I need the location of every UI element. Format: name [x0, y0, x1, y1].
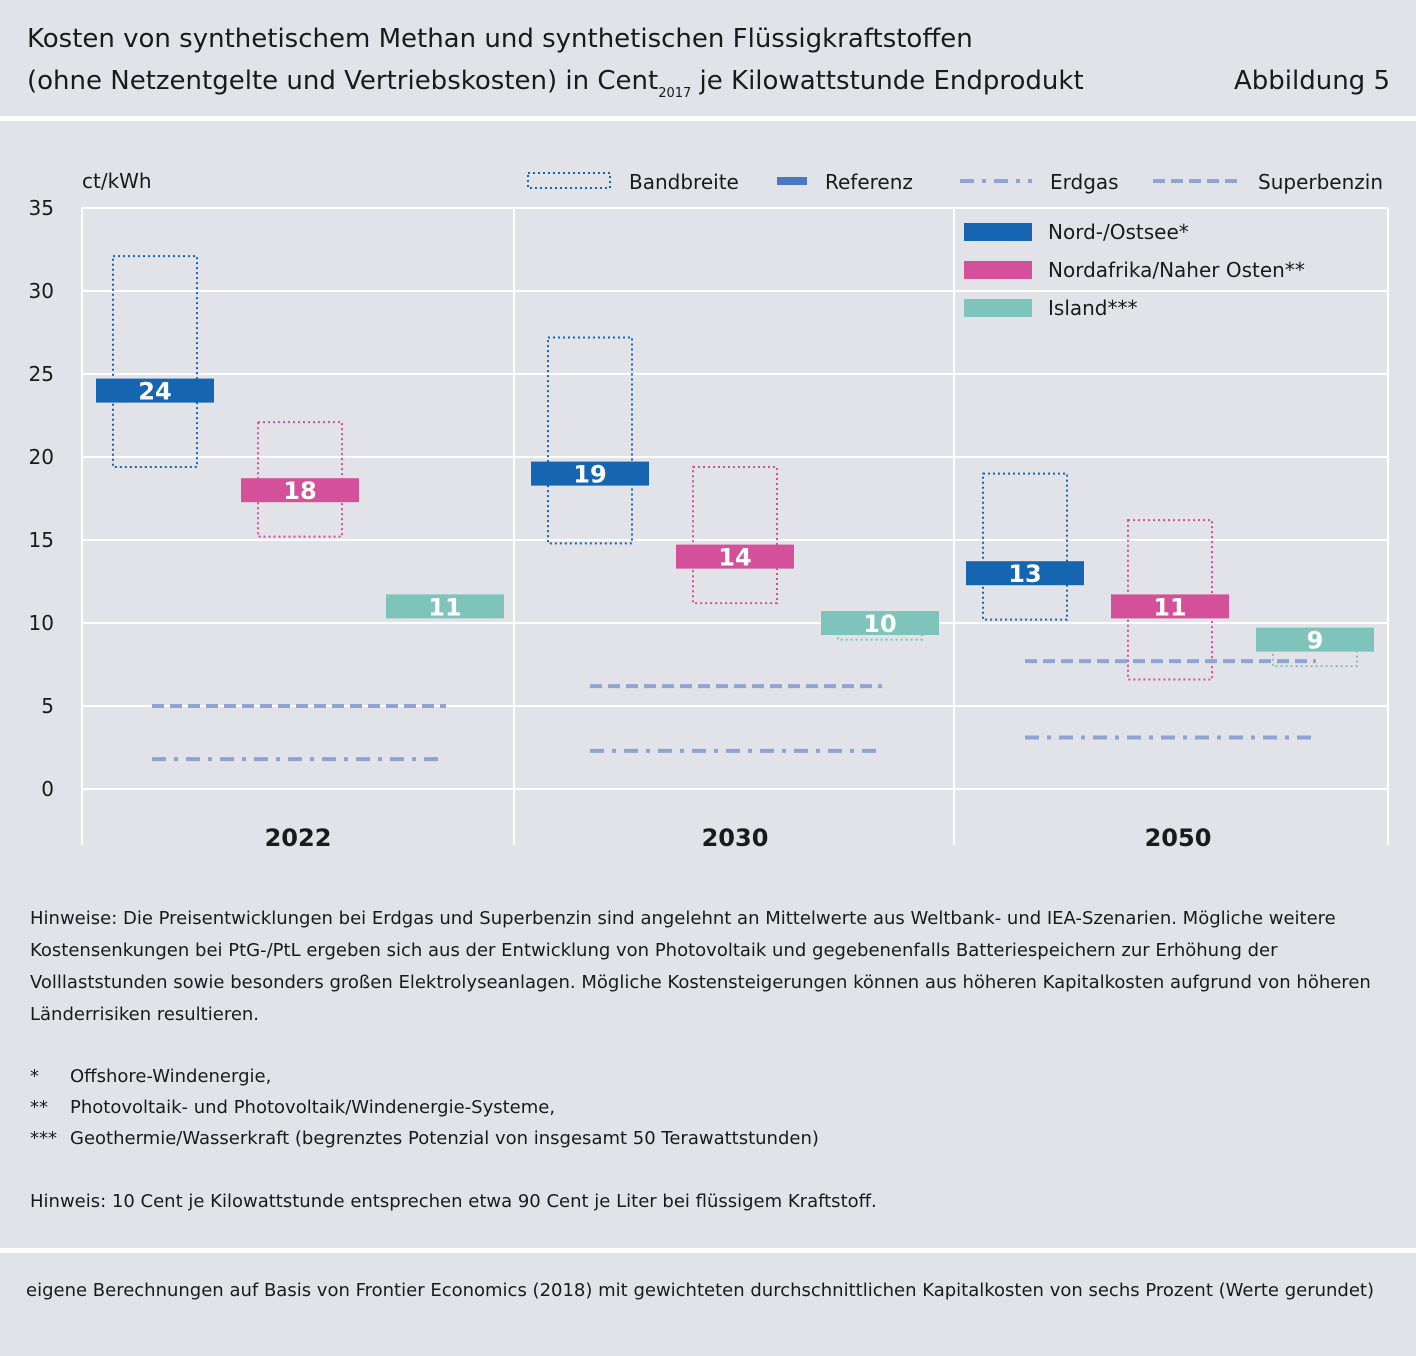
legend-series-swatch [964, 299, 1032, 317]
divider-bottom [0, 1248, 1416, 1253]
legend-label-referenz: Referenz [825, 170, 913, 194]
legend-series-swatch [964, 261, 1032, 279]
title-text-a: (ohne Netzentgelte und Vertriebskosten) … [27, 66, 659, 96]
range-box [982, 472, 1068, 621]
footnote-mark: *** [30, 1128, 57, 1149]
footnote-2: ** Photovoltaik- und Photovoltaik/Windene… [30, 1093, 555, 1123]
chart: 0 5 10 15 20 25 30 35 ct/kWh 2022 2030 2050 24 19 13 18… [29, 169, 1389, 852]
reference-bar [386, 594, 504, 619]
reference-value-label: 13 [1008, 560, 1041, 588]
legend-label-superbenzin: Superbenzin [1258, 170, 1383, 194]
reference-bar [531, 461, 649, 486]
reference-value-label: 11 [1153, 593, 1186, 621]
legend-label-erdgas: Erdgas [1050, 170, 1119, 194]
y-tick-label: 15 [29, 528, 54, 552]
source-note: eigene Berechnungen auf Basis von Fronti… [26, 1280, 1374, 1301]
legend-label-bandbreite: Bandbreite [629, 170, 739, 194]
x-group-label: 2030 [702, 824, 769, 852]
chart-title-line-2: (ohne Netzentgelte und Vertriebskosten) … [27, 66, 1084, 109]
footnote-text: Photovoltaik- und Photovoltaik/Windenerg… [70, 1097, 556, 1118]
y-tick-label: 25 [29, 362, 54, 386]
reference-value-label: 24 [138, 378, 171, 406]
reference-bar [241, 478, 359, 503]
footnote-mark: ** [30, 1097, 48, 1118]
y-tick-label: 35 [29, 196, 54, 220]
legend-bandbreite-swatch [527, 172, 611, 189]
legend-series-swatch [964, 223, 1032, 241]
reference-bar [821, 611, 939, 635]
y-tick-label: 10 [29, 611, 54, 635]
reference-bar [1256, 627, 1374, 652]
notes-hint: Hinweise: Die Preisentwicklungen bei Erd… [30, 908, 1371, 1025]
reference-bar [1111, 594, 1229, 619]
x-group-label: 2050 [1145, 824, 1212, 852]
y-tick-label: 5 [41, 694, 54, 718]
reference-value-label: 19 [573, 461, 606, 489]
reference-bar [966, 561, 1084, 586]
reference-value-label: 14 [718, 544, 751, 572]
footnote-3: *** Geothermie/Wasserkraft (begrenztes Po… [30, 1124, 819, 1154]
legend-series-label: Nord-/Ostsee* [1048, 220, 1189, 244]
y-tick-label: 30 [29, 279, 54, 303]
range-box [692, 465, 778, 605]
reference-value-label: 18 [283, 477, 316, 505]
notes-hint-conversion: Hinweis: 10 Cent je Kilowattstunde entsp… [30, 1191, 877, 1212]
footnote-1: * Offshore-Windenergie, [30, 1062, 271, 1092]
range-box [547, 336, 633, 545]
legend-series-label: Nordafrika/Naher Osten** [1048, 258, 1305, 282]
range-box [112, 255, 198, 468]
x-group-label: 2022 [265, 824, 332, 852]
footnote-mark: * [30, 1066, 39, 1087]
y-tick-label: 20 [29, 445, 54, 469]
footnote-text: Offshore-Windenergie, [70, 1066, 272, 1087]
reference-value-label: 9 [1307, 627, 1324, 655]
divider-top [0, 116, 1416, 121]
legend-series-label: Island*** [1048, 296, 1138, 320]
legend-referenz-swatch [777, 177, 807, 185]
title-text-b: je Kilowattstunde Endprodukt [691, 66, 1084, 96]
reference-bar [96, 378, 214, 403]
title-subscript: 2017 [658, 86, 692, 101]
chart-title-line-1: Kosten von synthetischem Methan und synt… [27, 24, 973, 54]
y-tick-label: 0 [41, 777, 54, 801]
reference-bar [676, 544, 794, 569]
reference-value-label: 11 [428, 593, 461, 621]
figure-label: Abbildung 5 [1233, 66, 1390, 96]
footnote-text: Geothermie/Wasserkraft (begrenztes Poten… [70, 1128, 819, 1149]
range-box [1127, 519, 1213, 681]
y-axis-unit-label: ct/kWh [82, 169, 152, 193]
reference-value-label: 10 [863, 610, 896, 638]
header: Kosten von synthetischem Methan und synt… [0, 0, 1416, 116]
